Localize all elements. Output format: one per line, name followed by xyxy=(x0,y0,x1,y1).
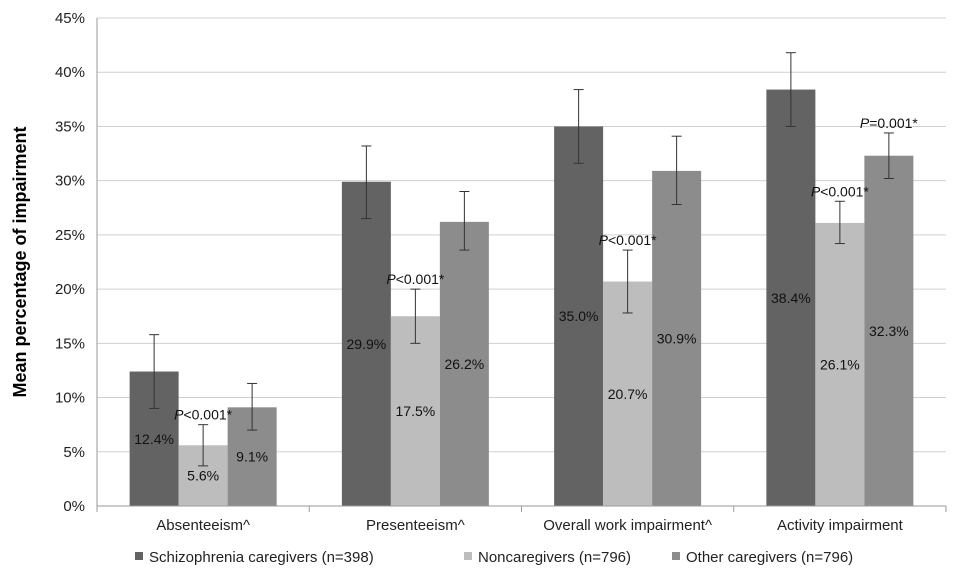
data-labels: 12.4% 29.9% 35.0% 38.4% 5.6% 17.5% 20.7% 26.1% 9… xyxy=(134,290,908,484)
p-value: <0.001* xyxy=(608,232,657,248)
p-symbol: P xyxy=(811,183,821,199)
p-value: <0.001* xyxy=(820,183,869,199)
y-tick-label: 0% xyxy=(63,498,85,515)
data-label: 30.9% xyxy=(657,330,697,346)
p-symbol: P xyxy=(174,407,184,423)
data-label: 9.1% xyxy=(236,449,268,465)
bar xyxy=(864,155,914,507)
y-tick-label: 15% xyxy=(55,335,85,352)
legend-swatch xyxy=(135,552,143,560)
data-label: 29.9% xyxy=(347,336,387,352)
legend: Schizophrenia caregivers (n=398) Noncareg… xyxy=(135,549,853,566)
gridlines xyxy=(97,17,946,453)
p-value-annotation: P<0.001* xyxy=(174,407,233,423)
p-symbol: P xyxy=(860,115,870,131)
data-label: 26.1% xyxy=(820,356,860,372)
bar xyxy=(603,281,653,506)
data-label: 32.3% xyxy=(869,323,909,339)
bar xyxy=(554,126,604,506)
p-value: =0.001* xyxy=(869,115,918,131)
y-tick-label: 45% xyxy=(55,10,85,27)
error-bars xyxy=(149,52,894,467)
y-axis-label: Mean percentage of impairment xyxy=(10,126,30,397)
category-label: Presenteeism^ xyxy=(366,517,465,534)
bar xyxy=(439,221,489,506)
y-tick-label: 40% xyxy=(55,64,85,81)
p-value-annotation: P<0.001* xyxy=(386,271,445,287)
category-label: Activity impairment xyxy=(777,517,904,534)
data-label: 35.0% xyxy=(559,308,599,324)
y-tick-label: 5% xyxy=(63,444,85,461)
legend-label: Other caregivers (n=796) xyxy=(686,549,853,566)
category-label: Absenteeism^ xyxy=(156,517,250,534)
y-tick-label: 25% xyxy=(55,227,85,244)
category-labels: Absenteeism^ Presenteeism^ Overall work im… xyxy=(156,517,903,534)
data-label: 5.6% xyxy=(187,468,219,484)
data-label: 17.5% xyxy=(396,403,436,419)
legend-label: Schizophrenia caregivers (n=398) xyxy=(149,549,374,566)
p-value-annotation: P<0.001* xyxy=(811,183,870,199)
x-axis xyxy=(96,18,947,512)
legend-swatch xyxy=(464,552,472,560)
y-tick-label: 35% xyxy=(55,118,85,135)
p-value: <0.001* xyxy=(183,407,232,423)
p-value-annotation: P<0.001* xyxy=(599,232,658,248)
data-label: 12.4% xyxy=(134,431,174,447)
bar xyxy=(815,222,865,506)
bars xyxy=(129,89,914,507)
bar xyxy=(390,316,440,506)
p-symbol: P xyxy=(386,271,396,287)
y-tick-label: 20% xyxy=(55,281,85,298)
bar xyxy=(341,181,391,507)
y-tick-label: 10% xyxy=(55,390,85,407)
p-value-annotation: P=0.001* xyxy=(860,115,919,131)
legend-label: Noncaregivers (n=796) xyxy=(478,549,631,566)
y-tick-label: 30% xyxy=(55,173,85,190)
data-label: 20.7% xyxy=(608,386,648,402)
bar xyxy=(766,89,816,506)
p-value: <0.001* xyxy=(396,271,445,287)
significance-annotations: P<0.001*P<0.001*P<0.001*P<0.001*P=0.001* xyxy=(174,115,918,423)
y-axis-ticks: 0% 5% 10% 15% 20% 25% 30% 35% 40% 45% xyxy=(55,10,85,515)
bar xyxy=(652,170,702,506)
data-label: 26.2% xyxy=(445,356,485,372)
p-symbol: P xyxy=(599,232,609,248)
category-label: Overall work impairment^ xyxy=(543,517,712,534)
data-label: 38.4% xyxy=(771,290,811,306)
legend-swatch xyxy=(672,552,680,560)
